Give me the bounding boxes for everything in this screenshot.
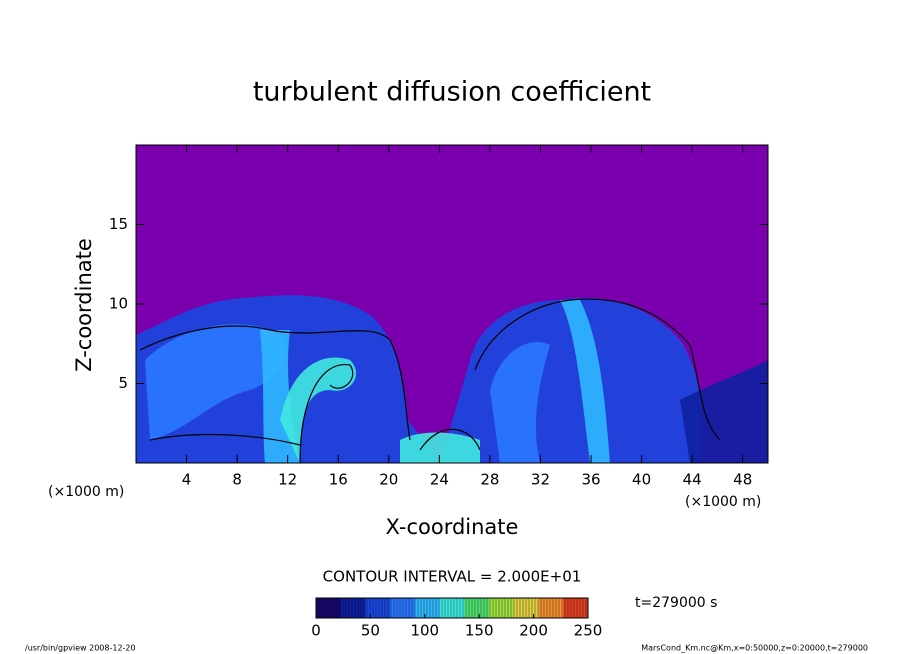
field-region: [490, 342, 550, 463]
field-region: [145, 324, 285, 440]
x-tick-label: 36: [581, 471, 600, 489]
y-axis-label: Z-coordinate: [72, 238, 96, 372]
footer-left: /usr/bin/gpview 2008-12-20: [25, 644, 136, 653]
colorbar-segment: [316, 598, 342, 618]
colorbar-frame: [315, 597, 589, 619]
field-region: [680, 360, 768, 463]
field: [136, 145, 768, 464]
x-tick-label: 28: [480, 471, 499, 489]
contour-line: [299, 364, 354, 464]
x-tick-label: 16: [329, 471, 348, 489]
chart-title: turbulent diffusion coefficient: [253, 77, 651, 108]
x-tick-label: 20: [379, 471, 398, 489]
x-tick-label: 32: [531, 471, 550, 489]
contour-line: [139, 325, 411, 441]
colorbar-tick-label: 0: [311, 622, 321, 640]
field-region: [560, 300, 610, 463]
colorbar-tick-label: 250: [574, 622, 603, 640]
y-unit: (×1000 m): [48, 484, 124, 500]
x-tick-label: 12: [278, 471, 297, 489]
colorbar-segment: [464, 598, 490, 618]
x-tick-label: 40: [632, 471, 651, 489]
time-label: t=279000 s: [635, 595, 717, 611]
colorbar-tick-label: 100: [410, 622, 439, 640]
colorbar-tick-label: 150: [465, 622, 494, 640]
x-tick-label: 48: [733, 471, 752, 489]
contour-line: [474, 298, 721, 441]
x-tick-label: 24: [430, 471, 449, 489]
colorbar-segment: [340, 598, 366, 618]
y-tick-label: 15: [109, 215, 128, 233]
colorbar-tick-label: 50: [361, 622, 380, 640]
colorbar-segment: [563, 598, 589, 618]
x-tick-label: 4: [182, 471, 192, 489]
colorbar-segment: [365, 598, 391, 618]
colorbar-segment: [414, 598, 441, 618]
y-tick-label: 10: [109, 295, 128, 313]
field-region: [400, 432, 480, 463]
x-unit: (×1000 m): [685, 494, 761, 510]
y-tick-label: 5: [118, 374, 128, 392]
contour-interval: CONTOUR INTERVAL = 2.000E+01: [323, 568, 582, 586]
field-region: [280, 357, 357, 463]
footer-right: MarsCond_Km.nc@Km,x=0:50000,z=0:20000,t=…: [641, 644, 868, 653]
x-tick-label: 44: [683, 471, 702, 489]
x-axis-label: X-coordinate: [386, 515, 519, 539]
x-tick-label: 8: [232, 471, 242, 489]
colorbar-segment: [439, 598, 465, 618]
colorbar-tick-label: 200: [519, 622, 548, 640]
colorbar-segment: [538, 598, 564, 618]
contour-line: [149, 428, 481, 451]
